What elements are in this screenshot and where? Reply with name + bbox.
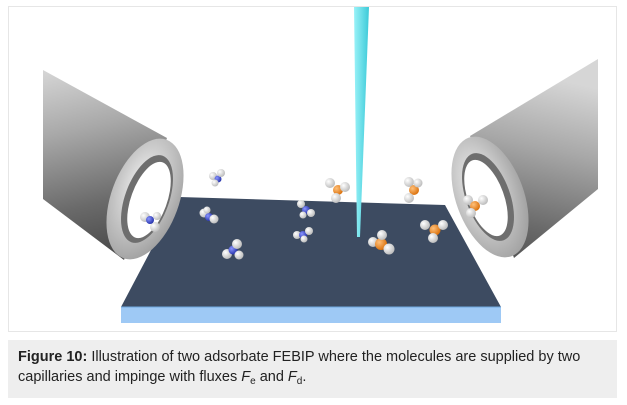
molecule-p-4 — [420, 220, 448, 243]
caption-end: . — [302, 369, 307, 385]
caption-text: Illustration of two adsorbate FEBIP wher… — [18, 349, 581, 385]
molecule-n-4 — [222, 239, 244, 260]
flux-e-subscript: e — [250, 376, 256, 387]
molecule-n-1 — [140, 212, 161, 232]
molecule-p-2 — [404, 177, 423, 203]
molecule-n-3 — [199, 206, 219, 224]
flux-d-subscript: d — [296, 376, 303, 387]
molecule-p-5 — [463, 195, 488, 218]
molecule-p-3 — [368, 230, 395, 255]
caption-and: and — [255, 369, 288, 385]
figure-illustration — [8, 6, 617, 332]
flux-e-variable: F — [241, 369, 251, 385]
molecule-n-5 — [297, 200, 315, 219]
molecule-p-1 — [325, 178, 350, 203]
right-capillary-icon — [451, 59, 598, 258]
febip-scene — [43, 7, 598, 323]
substrate — [121, 197, 501, 323]
molecule-n-2 — [209, 169, 225, 187]
figure-caption: Figure 10: Illustration of two adsorbate… — [8, 340, 617, 398]
flux-d-variable: F — [287, 369, 297, 385]
left-capillary-icon — [43, 70, 184, 260]
molecule-n-6 — [293, 227, 313, 243]
electron-beam-icon — [354, 7, 369, 237]
caption-label: Figure 10: — [18, 349, 88, 365]
